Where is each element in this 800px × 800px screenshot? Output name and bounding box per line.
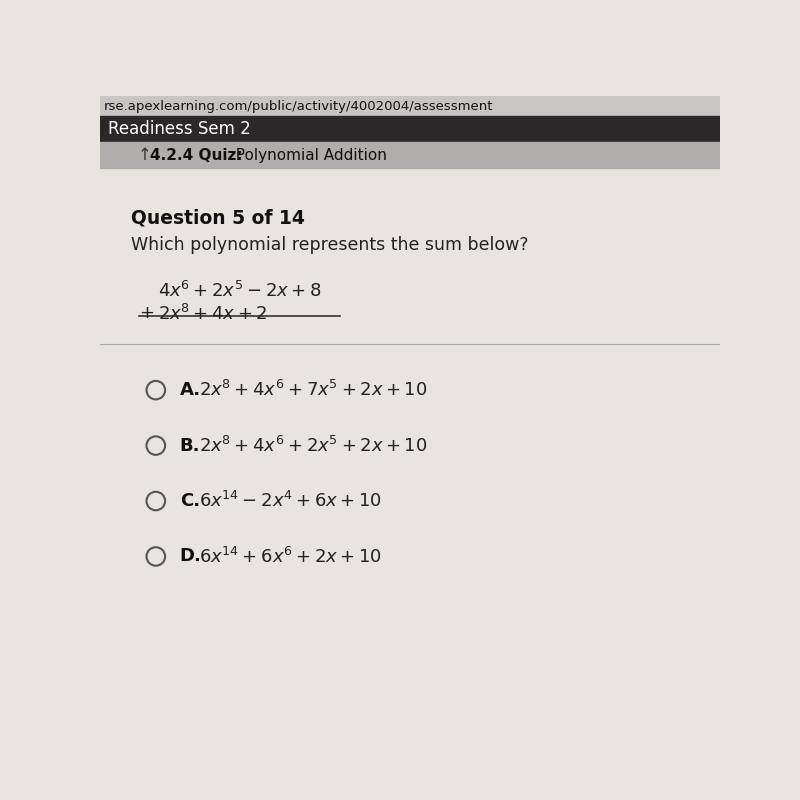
Text: Question 5 of 14: Question 5 of 14 [131,209,305,227]
Text: $4x^6 + 2x^5 - 2x + 8$: $4x^6 + 2x^5 - 2x + 8$ [158,281,322,301]
Text: $2x^8 + 4x + 2$: $2x^8 + 4x + 2$ [158,304,268,324]
Text: rse.apexlearning.com/public/activity/4002004/assessment: rse.apexlearning.com/public/activity/400… [104,99,494,113]
Text: C.: C. [180,492,200,510]
Bar [100,142,720,168]
Text: 4.2.4 Quiz:: 4.2.4 Quiz: [150,148,243,162]
Bar [100,116,720,142]
Text: Which polynomial represents the sum below?: Which polynomial represents the sum belo… [131,236,529,254]
Text: $2x^8 + 4x^6 + 2x^5 + 2x + 10$: $2x^8 + 4x^6 + 2x^5 + 2x + 10$ [199,435,427,456]
Text: A.: A. [180,381,201,399]
Text: $6x^{14} + 6x^6 + 2x + 10$: $6x^{14} + 6x^6 + 2x + 10$ [199,546,382,566]
Text: ↑: ↑ [138,146,151,164]
Text: Polynomial Addition: Polynomial Addition [226,148,386,162]
Text: +: + [138,304,154,322]
Text: D.: D. [180,547,202,566]
Text: $6x^{14} - 2x^4 + 6x + 10$: $6x^{14} - 2x^4 + 6x + 10$ [199,491,382,511]
Text: B.: B. [180,437,200,454]
Bar [100,96,720,116]
Text: Readiness Sem 2: Readiness Sem 2 [108,120,250,138]
Text: $2x^8 + 4x^6 + 7x^5 + 2x + 10$: $2x^8 + 4x^6 + 7x^5 + 2x + 10$ [199,380,427,400]
